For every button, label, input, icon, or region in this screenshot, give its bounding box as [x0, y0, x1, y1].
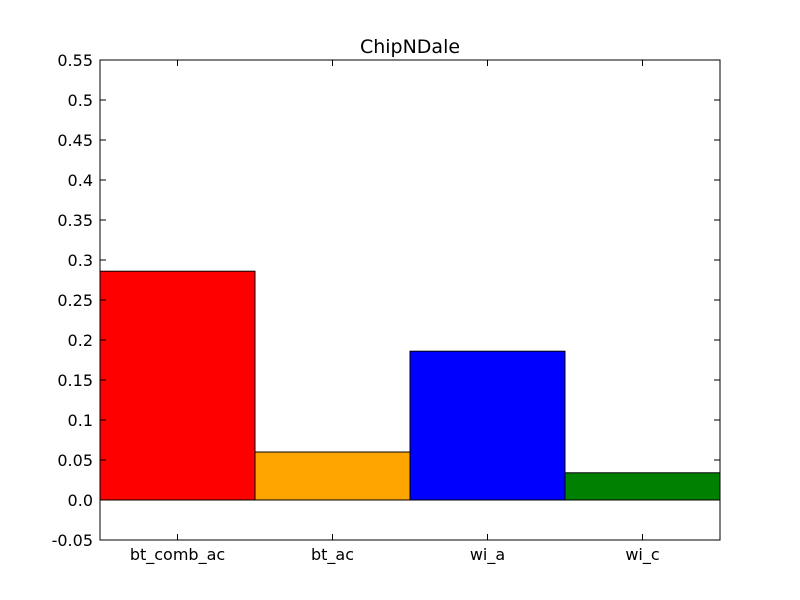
y-tick-label: 0.35: [57, 211, 93, 230]
chart-title: ChipNDale: [360, 36, 460, 58]
y-tick-label: 0.4: [68, 171, 93, 190]
bar-wi_a: [409, 350, 566, 501]
bar-wi_c: [564, 472, 721, 501]
y-tick-label: 0.0: [68, 491, 93, 510]
y-tick-label: 0.2: [68, 331, 93, 350]
y-tick-label: 0.25: [57, 291, 93, 310]
y-axis: -0.05 0.0 0.05 0.1 0.15 0.2 0.25 0.3 0.35 0.4 0.45…: [52, 51, 720, 550]
y-tick-label: 0.1: [68, 411, 93, 430]
y-tick-label: 0.45: [57, 131, 93, 150]
y-tick-label: -0.05: [52, 531, 93, 550]
y-tick-label: 0.55: [57, 51, 93, 70]
x-tick-label: bt_comb_ac: [130, 545, 225, 565]
y-tick-label: 0.15: [57, 371, 93, 390]
bar-bt_comb_ac: [99, 270, 256, 501]
y-tick-label: 0.3: [68, 251, 93, 270]
y-tick-label: 0.05: [57, 451, 93, 470]
x-tick-label: wi_c: [625, 545, 659, 565]
bar-bt_ac: [254, 451, 411, 501]
plot-frame: [99, 59, 721, 541]
y-tick-label: 0.5: [68, 91, 93, 110]
x-axis: bt_comb_ac bt_ac wi_a wi_c: [130, 60, 660, 565]
bars-group: [99, 270, 721, 501]
x-tick-label: wi_a: [470, 545, 505, 565]
x-tick-label: bt_ac: [311, 545, 354, 565]
